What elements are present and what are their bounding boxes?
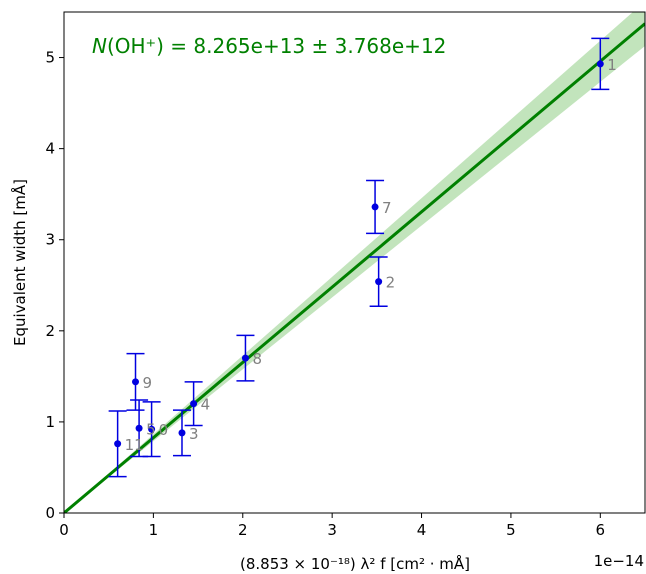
- data-point: [135, 424, 143, 432]
- x-tick-label: 1: [149, 521, 159, 539]
- data-point: [178, 429, 186, 437]
- y-axis-label: Equivalent width [mÅ]: [10, 179, 29, 346]
- y-tick-label: 0: [45, 504, 55, 522]
- point-label: 4: [201, 396, 211, 414]
- data-point: [114, 440, 122, 448]
- x-tick-label: 5: [506, 521, 516, 539]
- plot-frame: [63, 11, 646, 514]
- data-point: [596, 60, 604, 68]
- point-label: 5: [146, 420, 156, 438]
- y-axis: 0 1 2 3 4 5: [45, 49, 64, 522]
- fit-result-text: (OH⁺) = 8.265e+13 ± 3.768e+12: [107, 34, 446, 58]
- fit-line: [64, 22, 645, 513]
- point-label: 0: [159, 421, 169, 439]
- x-axis: 0 1 2 3 4 5 6: [59, 513, 605, 539]
- x-tick-label: 6: [596, 521, 606, 539]
- data-point: [371, 203, 379, 211]
- point-label: 1: [607, 56, 617, 74]
- point-label: 2: [386, 274, 396, 292]
- plot-area: [64, 12, 645, 513]
- x-tick-label: 0: [59, 521, 69, 539]
- data-point: [190, 400, 198, 408]
- fit-confidence-band: [64, 12, 645, 513]
- point-label: 3: [189, 425, 199, 443]
- point-label: 9: [143, 374, 153, 392]
- x-tick-label: 3: [327, 521, 337, 539]
- point-label: 7: [382, 199, 392, 217]
- fit-result-annotation: N(OH⁺) = 8.265e+13 ± 3.768e+12: [92, 34, 446, 58]
- data-point: [375, 278, 383, 286]
- y-tick-label: 2: [45, 322, 55, 340]
- x-axis-label: (8.853 × 10⁻¹⁸) λ² f [cm² · mÅ]: [240, 554, 470, 573]
- column-density-symbol: N: [92, 34, 107, 58]
- point-label: 11: [125, 436, 144, 454]
- data-point: [241, 354, 249, 362]
- x-tick-label: 4: [417, 521, 427, 539]
- data-point: [132, 378, 140, 386]
- y-tick-label: 3: [45, 231, 55, 249]
- data-point: [148, 425, 156, 433]
- y-tick-label: 5: [45, 49, 55, 67]
- x-axis-offset-label: 1e−14: [594, 552, 644, 570]
- y-tick-label: 4: [45, 140, 55, 158]
- y-tick-label: 1: [45, 413, 55, 431]
- point-label: 8: [252, 350, 262, 368]
- x-tick-label: 2: [238, 521, 248, 539]
- data-points: [114, 60, 604, 448]
